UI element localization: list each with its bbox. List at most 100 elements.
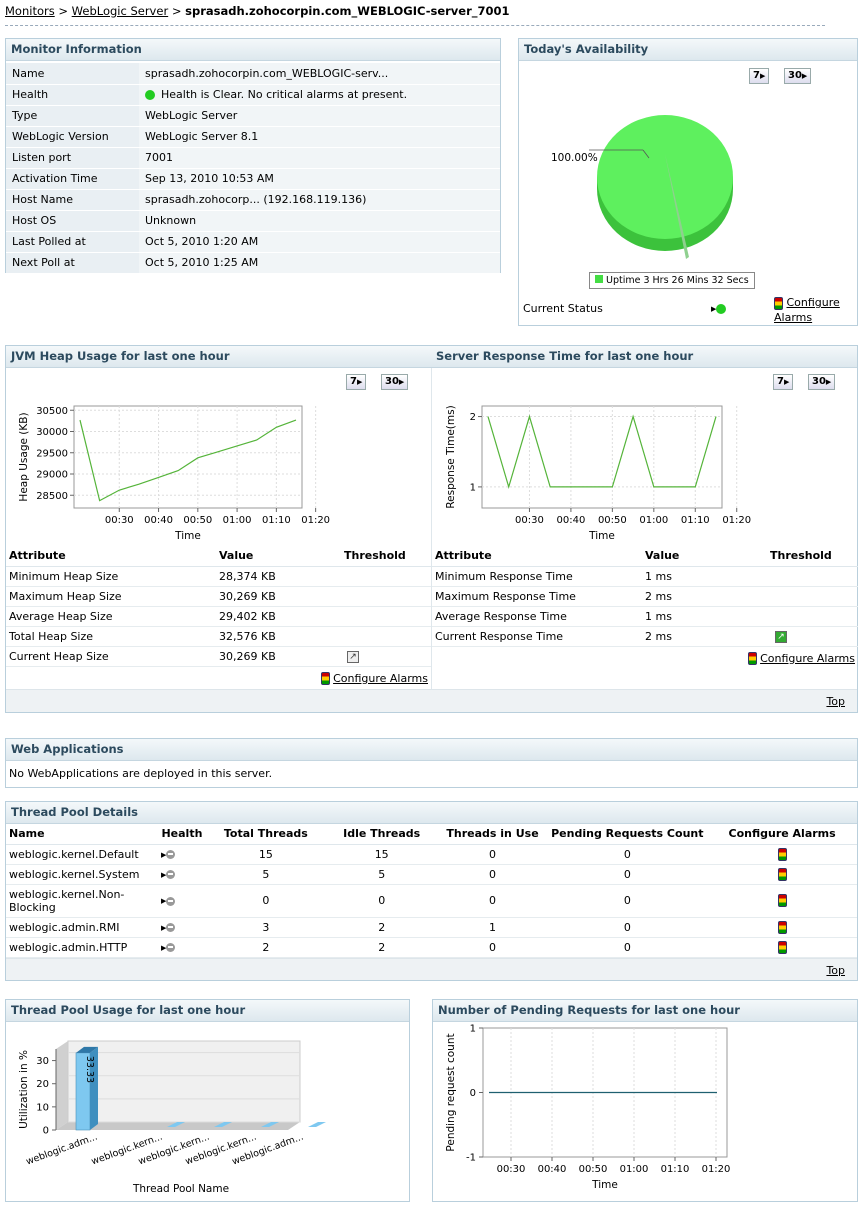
link-label: Configure Alarms — [333, 671, 428, 685]
column-divider — [431, 368, 432, 690]
panel-title: Thread Pool Details — [6, 802, 857, 824]
bar-top — [76, 1046, 98, 1053]
table-row: weblogic.admin.HTTP ▶ 2 2 0 0 — [6, 937, 857, 958]
info-value: Health is Clear. No critical alarms at p… — [161, 88, 408, 101]
thread-pool-usage-panel: Thread Pool Usage for last one hour 0 10 2… — [5, 999, 410, 1202]
column-header: Pending Requests Count — [547, 824, 708, 845]
traffic-light-icon[interactable] — [777, 894, 787, 908]
info-label: Host OS — [6, 210, 139, 232]
web-applications-message: No WebApplications are deployed in this … — [9, 767, 273, 780]
response-period-7-button[interactable]: 7▶ — [773, 374, 794, 390]
traffic-light-icon[interactable] — [777, 847, 787, 861]
x-tick-label: 01:10 — [262, 515, 291, 526]
threads-in-use: 0 — [437, 937, 548, 958]
configure-alarms-cell — [707, 917, 857, 938]
thread-pool-name: weblogic.admin.HTTP — [6, 937, 158, 958]
threshold-edit-icon[interactable]: ↗ — [775, 631, 787, 643]
response-attribute-table: Attribute Value Threshold Minimum Respon… — [432, 546, 858, 647]
y-tick-label: 30000 — [36, 427, 68, 438]
heap-panel-title: JVM Heap Usage for last one hour — [11, 349, 230, 363]
x-tick-label: 00:30 — [105, 515, 134, 526]
heap-response-panel: JVM Heap Usage for last one hour Server … — [5, 345, 858, 713]
attribute-label: Average Response Time — [432, 606, 642, 627]
info-row: Health Health is Clear. No critical alarm… — [6, 84, 500, 106]
x-tick-label: 01:00 — [620, 1164, 649, 1175]
x-tick-label: 00:50 — [598, 515, 627, 526]
pie-data-label: 100.00% — [551, 152, 598, 164]
response-time-chart: 00:30 00:40 00:50 01:00 01:10 01:20 1 2 Time Resp… — [445, 405, 751, 542]
info-value: WebLogic Server 8.1 — [139, 126, 500, 148]
health-cell: ▶ — [157, 864, 206, 885]
y-tick-label: 28500 — [36, 491, 68, 502]
series-line — [487, 414, 717, 490]
y-axis-label: Heap Usage (KB) — [18, 412, 30, 501]
y-tick-label: 2 — [470, 412, 476, 423]
arrow-icon: ▶ — [398, 378, 405, 386]
x-tick-label: 00:30 — [515, 515, 544, 526]
table-header-row: Name Health Total Threads Idle Threads Threa… — [6, 824, 857, 845]
breadcrumb-weblogic-link[interactable]: WebLogic Server — [71, 4, 169, 18]
link-label: Configure Alarms — [760, 651, 855, 665]
arrow-icon: ▶ — [711, 305, 717, 313]
top-link[interactable]: Top — [826, 695, 845, 708]
info-label: Type — [6, 105, 139, 127]
traffic-light-icon[interactable] — [777, 940, 787, 954]
y-tick-label: 30 — [36, 1056, 49, 1067]
period-30-days-button[interactable]: 30▶ — [784, 68, 812, 84]
response-configure-alarms-link[interactable]: Configure Alarms — [432, 647, 858, 666]
current-status-indicator: ▶ — [711, 302, 727, 315]
table-row: weblogic.kernel.Default ▶ 15 15 0 0 — [6, 844, 857, 865]
button-label: 7 — [350, 376, 357, 387]
threshold-cell — [341, 566, 431, 587]
panel-title: Today's Availability — [519, 39, 857, 61]
traffic-light-icon[interactable] — [777, 920, 787, 934]
top-link[interactable]: Top — [826, 964, 845, 977]
column-header: Total Threads — [205, 824, 326, 845]
heap-attributes: Attribute Value Threshold Minimum Heap S… — [6, 546, 431, 686]
column-header: Configure Alarms — [707, 824, 857, 845]
breadcrumb-current: sprasadh.zohocorpin.com_WEBLOGIC-server_… — [185, 4, 510, 18]
period-7-days-button[interactable]: 7▶ — [749, 68, 770, 84]
health-unknown-icon — [166, 943, 176, 952]
traffic-light-icon[interactable] — [777, 867, 787, 881]
link-label: Configure Alarms — [774, 296, 840, 324]
pending-requests: 0 — [547, 917, 708, 938]
breadcrumb: Monitors > WebLogic Server > sprasadh.zo… — [5, 4, 510, 18]
configure-alarms-link[interactable]: Configure Alarms — [774, 295, 854, 325]
x-tick-label: 00:50 — [579, 1164, 608, 1175]
configure-alarms-cell — [707, 937, 857, 958]
heap-period-30-button[interactable]: 30▶ — [381, 374, 409, 390]
heap-attribute-table: Attribute Value Threshold Minimum Heap S… — [6, 546, 431, 667]
heap-configure-alarms-link[interactable]: Configure Alarms — [6, 667, 431, 686]
y-tick-label: 1 — [470, 482, 476, 493]
column-header: Attribute — [6, 546, 216, 567]
threshold-cell — [341, 606, 431, 627]
pie-slice-edge — [665, 154, 689, 259]
info-label: Host Name — [6, 189, 139, 211]
legend-label: Uptime 3 Hrs 26 Mins 32 Secs — [606, 275, 749, 286]
attribute-value: 32,576 KB — [216, 626, 341, 647]
total-threads: 3 — [205, 917, 326, 938]
x-tick-label: 01:20 — [702, 1164, 731, 1175]
table-header-row: Attribute Value Threshold — [432, 546, 858, 567]
response-panel-title: Server Response Time for last one hour — [436, 349, 694, 363]
breadcrumb-monitors-link[interactable]: Monitors — [5, 4, 55, 18]
heap-period-7-button[interactable]: 7▶ — [346, 374, 367, 390]
bar — [261, 1122, 279, 1127]
table-row: Average Response Time 1 ms — [432, 606, 858, 627]
attribute-value: 30,269 KB — [216, 646, 341, 667]
x-tick-label: 01:20 — [301, 515, 330, 526]
attribute-value: 30,269 KB — [216, 586, 341, 607]
y-tick-label: 10 — [36, 1102, 49, 1113]
health-unknown-icon — [166, 896, 176, 906]
x-tick-label: 01:00 — [223, 515, 252, 526]
health-unknown-icon — [166, 923, 176, 932]
response-period-30-button[interactable]: 30▶ — [808, 374, 836, 390]
x-tick-label: 00:40 — [144, 515, 173, 526]
threshold-edit-icon[interactable]: ↗ — [347, 651, 359, 663]
configure-alarms-cell — [707, 864, 857, 885]
threshold-cell — [767, 566, 858, 587]
status-up-icon — [716, 304, 727, 314]
button-label: 30 — [385, 376, 399, 387]
idle-threads: 15 — [325, 844, 438, 865]
